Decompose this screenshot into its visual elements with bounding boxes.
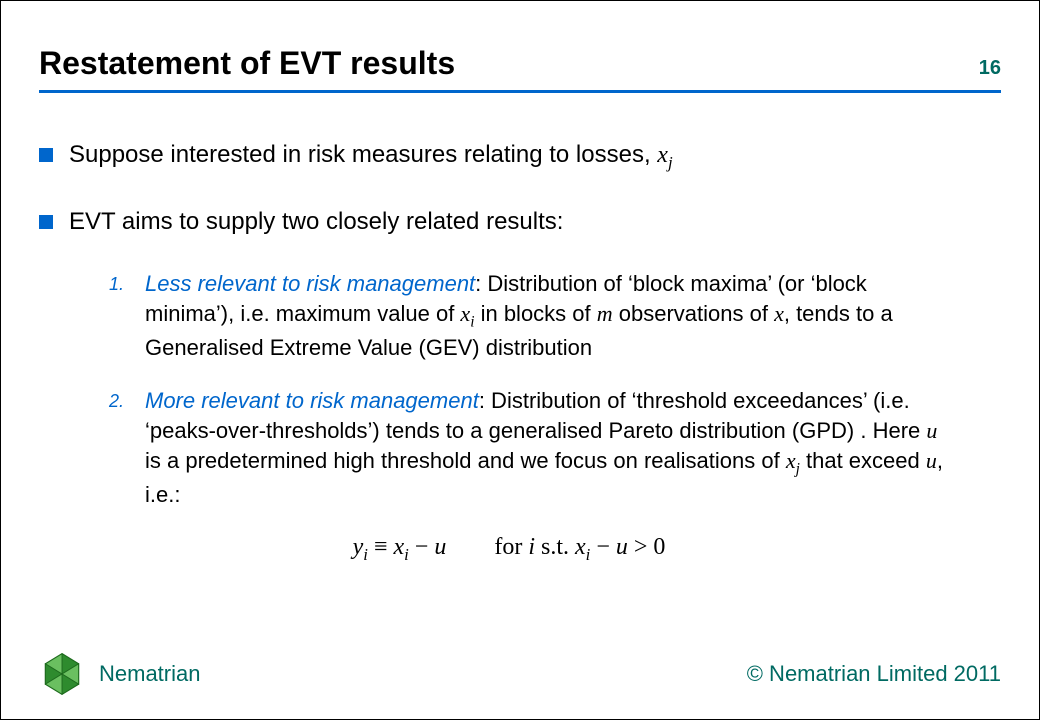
eq-gt: > 0 [628,534,666,560]
footer: Nematrian © Nematrian Limited 2011 [39,651,1001,697]
eq-c1v: x [575,534,586,560]
square-bullet-icon [39,215,53,229]
emph-2: More relevant to risk management [145,388,479,413]
eq-forv: i [528,534,535,560]
n2-mid1: is a predetermined high threshold and we… [145,448,786,473]
numbered-text-1: Less relevant to risk management: Distri… [145,269,959,363]
n1-v1: x [460,301,470,326]
bullet-item-1: Suppose interested in risk measures rela… [39,139,979,174]
title-row: Restatement of EVT results 16 [39,45,1001,82]
eq-lhs-v: y [353,534,364,560]
numbered-text-2: More relevant to risk management: Distri… [145,386,959,509]
eq-r2v: u [434,534,446,560]
n1-v2: m [597,301,613,326]
bullet-text-2: EVT aims to supply two closely related r… [69,206,979,237]
eq-c2v: u [616,534,628,560]
eq-gap: for [446,534,528,560]
bullet1-sub: j [668,153,673,172]
list-number-2: 2. [109,389,145,413]
copyright: © Nematrian Limited 2011 [747,661,1001,687]
list-number-1: 1. [109,272,145,296]
title-divider [39,90,1001,93]
header: Restatement of EVT results 16 [39,45,1001,93]
eq-st: s.t. [535,534,575,560]
bullet1-var: x [657,142,668,168]
slide-title: Restatement of EVT results [39,45,455,82]
n1-mid1: in blocks of [474,301,596,326]
page-number: 16 [979,57,1001,80]
bullet-text-1: Suppose interested in risk measures rela… [69,139,979,174]
content-area: Suppose interested in risk measures rela… [39,139,979,564]
brand: Nematrian [39,651,200,697]
eq-equiv: ≡ [368,534,394,560]
n1-v3: x [774,301,784,326]
equation: yi ≡ xi − u for i s.t. xi − u > 0 [39,534,979,565]
slide: Restatement of EVT results 16 Suppose in… [0,0,1040,720]
n1-mid2: observations of [613,301,774,326]
numbered-item-2: 2. More relevant to risk management: Dis… [109,386,959,509]
eq-minus: − [409,534,435,560]
numbered-list: 1. Less relevant to risk management: Dis… [109,269,959,510]
numbered-item-1: 1. Less relevant to risk management: Dis… [109,269,959,363]
n2-mid2: that exceed [800,448,926,473]
n2-v3: u [926,448,937,473]
bullet1-prefix: Suppose interested in risk measures rela… [69,141,657,168]
eq-cminus: − [590,534,616,560]
brand-name: Nematrian [99,661,200,687]
emph-1: Less relevant to risk management [145,271,475,296]
square-bullet-icon [39,148,53,162]
logo-icon [39,651,85,697]
n2-v1: u [926,418,937,443]
eq-r1v: x [393,534,404,560]
bullet-item-2: EVT aims to supply two closely related r… [39,206,979,237]
n2-v2: x [786,448,796,473]
